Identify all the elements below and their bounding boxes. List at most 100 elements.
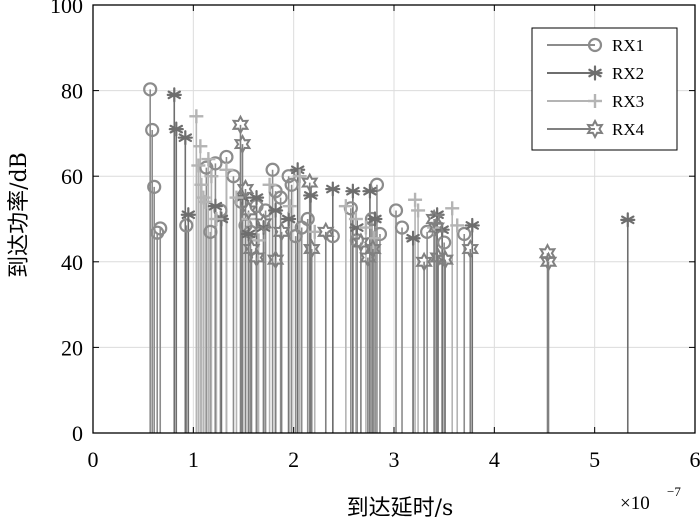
- marker-rx4: [233, 133, 252, 155]
- y-tick-label: 40: [61, 250, 83, 275]
- marker-rx1: [147, 179, 162, 194]
- marker-rx2: [290, 162, 306, 178]
- x-tick-label: 2: [288, 447, 299, 472]
- legend: RX1 RX2 RX3 RX4: [531, 27, 678, 151]
- y-tick-label: 80: [61, 79, 83, 104]
- marker-rx2: [362, 183, 378, 199]
- x-tick-label: 3: [389, 447, 400, 472]
- y-tick-label: 0: [72, 421, 83, 446]
- marker-rx4: [239, 200, 258, 221]
- marker-rx2: [620, 212, 636, 228]
- marker-rx1: [203, 224, 218, 239]
- marker-rx3: [201, 152, 216, 167]
- marker-rx3: [194, 177, 209, 192]
- marker-rx3: [189, 109, 204, 124]
- marker-rx3: [292, 169, 307, 184]
- data-stems: [149, 89, 629, 433]
- marker-rx3: [262, 177, 277, 192]
- x-exponent-base: ×10: [620, 493, 650, 514]
- marker-rx2: [177, 130, 193, 146]
- marker-rx1: [145, 122, 160, 138]
- marker-rx4: [302, 238, 321, 260]
- marker-rx1: [457, 226, 472, 242]
- marker-rx4: [425, 208, 443, 230]
- marker-rx2: [207, 198, 224, 214]
- marker-rx4: [539, 251, 558, 272]
- marker-rx4: [538, 243, 557, 264]
- legend-label-rx3: RX3: [612, 92, 644, 111]
- marker-rx1: [284, 177, 299, 192]
- marker-rx1: [388, 203, 404, 218]
- marker-rx2: [367, 211, 383, 227]
- marker-rx2: [464, 217, 480, 234]
- legend-label-rx4: RX4: [612, 120, 645, 139]
- marker-rx3: [198, 194, 213, 209]
- marker-rx2: [248, 190, 265, 206]
- marker-rx1: [153, 221, 168, 236]
- marker-rx3: [348, 212, 363, 226]
- marker-rx4: [272, 221, 291, 242]
- legend-marker-rx2: [587, 65, 603, 81]
- y-tick-label: 20: [61, 335, 83, 360]
- marker-rx2: [240, 226, 257, 242]
- y-tick-label: 60: [61, 164, 83, 189]
- marker-rx4: [427, 217, 445, 238]
- marker-rx3: [338, 199, 353, 214]
- marker-rx3: [307, 224, 322, 239]
- marker-rx1: [394, 220, 410, 235]
- marker-rx3: [193, 139, 208, 154]
- legend-marker-rx1: [587, 37, 603, 53]
- marker-rx3: [219, 162, 234, 177]
- marker-rx4: [436, 249, 454, 270]
- marker-rx2: [268, 202, 284, 219]
- x-tick-label: 6: [690, 447, 700, 472]
- x-tick-label: 0: [88, 447, 99, 472]
- x-tick-label: 4: [489, 447, 500, 472]
- marker-rx3: [191, 158, 206, 173]
- marker-rx4: [231, 114, 250, 135]
- marker-rx3: [450, 218, 465, 233]
- marker-rx4: [300, 172, 319, 193]
- marker-rx4: [316, 221, 335, 242]
- marker-rx4: [266, 249, 285, 270]
- marker-rx4: [352, 232, 370, 253]
- marker-rx2: [405, 230, 421, 246]
- marker-rx2: [168, 121, 184, 137]
- marker-rx3: [209, 212, 224, 226]
- marker-rx1: [265, 162, 280, 177]
- legend-marker-rx3: [588, 94, 602, 108]
- marker-rx2: [166, 87, 182, 103]
- marker-rx2: [303, 187, 319, 204]
- y-axis-label: 到达功率/dB: [7, 152, 32, 278]
- x-axis-label: 到达延时/s: [347, 496, 454, 521]
- x-axis-exponent: ×10 −7: [620, 484, 681, 514]
- x-tick-label: 5: [589, 447, 600, 472]
- marker-rx3: [445, 201, 460, 216]
- marker-rx2: [345, 183, 361, 199]
- marker-rx3: [408, 192, 423, 207]
- legend-label-rx2: RX2: [612, 64, 644, 83]
- legend-marker-rx4: [586, 118, 604, 140]
- marker-rx4: [254, 213, 273, 234]
- marker-rx1: [437, 235, 452, 250]
- marker-rx4: [461, 238, 480, 260]
- marker-rx3: [411, 203, 426, 218]
- marker-rx4: [236, 178, 255, 200]
- legend-box: [531, 27, 678, 151]
- marker-rx2: [325, 181, 341, 197]
- marker-rx1: [273, 190, 288, 205]
- x-exponent-power: −7: [667, 484, 681, 499]
- marker-rx4: [364, 238, 382, 260]
- marker-rx3: [282, 199, 297, 214]
- marker-rx4: [247, 247, 266, 268]
- marker-rx3: [204, 169, 219, 184]
- marker-rx2: [180, 207, 196, 223]
- marker-rx3: [358, 220, 373, 235]
- marker-rx1: [143, 82, 158, 97]
- marker-rx2: [281, 211, 297, 227]
- marker-rx1: [179, 218, 194, 233]
- x-tick-label: 1: [188, 447, 199, 472]
- data-markers: [143, 82, 636, 272]
